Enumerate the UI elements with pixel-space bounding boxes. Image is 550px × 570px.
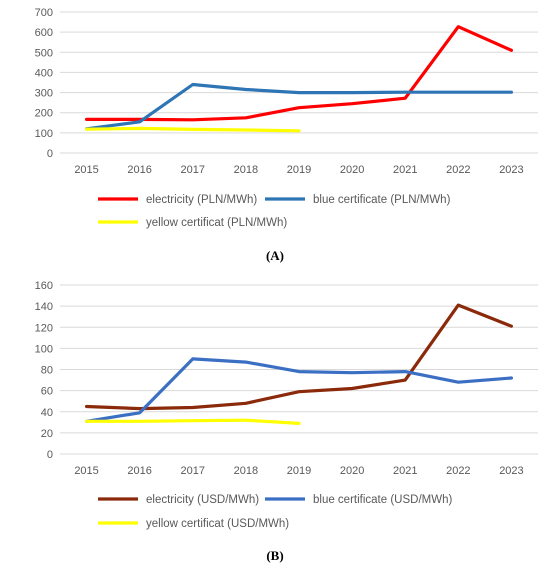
y-tick-label: 140 [35,301,53,313]
chart-a: 0 100 200 300 400 500 600 700 2015 2016 2017 2018 20… [35,7,538,229]
x-tick-label: 2019 [287,164,311,176]
series-line-1 [85,303,513,411]
x-tick-label: 2017 [181,465,205,477]
y-tick-label: 40 [41,407,53,419]
x-tick-label: 2018 [234,465,258,477]
x-tick-label: 2021 [393,465,417,477]
x-tick-label: 2022 [446,465,470,477]
y-tick-label: 500 [35,47,53,59]
legend-label: blue certificate (USD/MWh) [313,494,452,506]
y-tick-label: 300 [35,88,53,100]
y-tick-label: 0 [47,148,53,160]
x-tick-label: 2015 [74,465,98,477]
y-tick-label: 400 [35,67,53,79]
x-tick-label: 2020 [340,164,364,176]
y-tick-label: 200 [35,108,53,120]
y-tick-label: 100 [35,343,53,355]
legend-label: blue certificate (PLN/MWh) [313,194,451,206]
series-line-1 [85,25,513,122]
x-tick-label: 2023 [499,465,523,477]
y-tick-label: 20 [41,428,53,440]
series-line-3 [85,126,301,133]
series-line-2 [85,82,513,131]
y-tick-label: 700 [35,7,53,19]
legend-label: yellow certificat (USD/MWh) [146,518,289,530]
legend-label: yellow certificat (PLN/MWh) [146,217,287,229]
chart-panel-a: 0 100 200 300 400 500 600 700 2015 2016 2017 2018 20… [0,0,550,270]
x-tick-label: 2023 [499,164,523,176]
chart-b: 0 20 40 60 80 100 120 140 160 2015 2016 2017 2018 201… [35,280,538,530]
legend-label: electricity (PLN/MWh) [146,194,257,206]
y-tick-label: 160 [35,280,53,292]
y-tick-label: 60 [41,386,53,398]
x-tick-label: 2019 [287,465,311,477]
panel-label-a: (A) [265,248,285,263]
x-tick-label: 2016 [127,465,151,477]
x-tick-label: 2015 [74,164,98,176]
x-tick-label: 2018 [234,164,258,176]
series-line-2 [85,357,513,423]
x-tick-label: 2022 [446,164,470,176]
y-tick-label: 120 [35,322,53,334]
x-tick-label: 2020 [340,465,364,477]
series-line-3 [85,418,301,425]
legend-label: electricity (USD/MWh) [146,494,259,506]
y-tick-label: 600 [35,27,53,39]
chart-panel-b: 0 20 40 60 80 100 120 140 160 2015 2016 2017 2018 201… [0,272,550,570]
x-tick-label: 2016 [127,164,151,176]
panel-label-b: (B) [266,548,284,563]
y-tick-label: 80 [41,365,53,377]
y-tick-label: 0 [47,449,53,461]
x-tick-label: 2017 [181,164,205,176]
x-tick-label: 2021 [393,164,417,176]
y-tick-label: 100 [35,128,53,140]
